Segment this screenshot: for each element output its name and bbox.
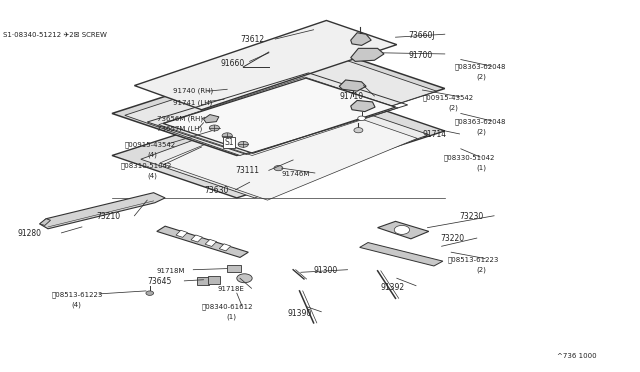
Polygon shape: [125, 51, 436, 155]
Text: 73656M (RH): 73656M (RH): [157, 116, 203, 122]
Polygon shape: [141, 96, 429, 198]
Text: 73660J: 73660J: [408, 31, 435, 40]
Text: ^736 1000: ^736 1000: [557, 353, 596, 359]
Text: 91714: 91714: [422, 130, 447, 139]
Text: 73230: 73230: [460, 212, 484, 221]
Text: (1): (1): [226, 314, 236, 320]
Circle shape: [222, 133, 232, 139]
Polygon shape: [134, 20, 397, 110]
Bar: [205, 240, 216, 246]
Text: 91390: 91390: [288, 309, 312, 318]
Text: 73657M (LH): 73657M (LH): [157, 126, 202, 132]
Polygon shape: [351, 48, 384, 61]
Text: Ⓝ08330-51042: Ⓝ08330-51042: [444, 155, 495, 161]
Text: (2): (2): [477, 74, 486, 80]
Text: (2): (2): [477, 266, 486, 273]
Text: S1: S1: [225, 138, 234, 147]
Text: 73220: 73220: [440, 234, 465, 243]
Text: 91700: 91700: [408, 51, 433, 60]
Text: (4): (4): [72, 302, 81, 308]
Text: Ⓝ08363-62048: Ⓝ08363-62048: [454, 119, 506, 125]
Text: 73111: 73111: [236, 166, 260, 175]
Text: Ⓝ08363-62048: Ⓝ08363-62048: [454, 64, 506, 70]
Polygon shape: [378, 221, 429, 239]
Text: (4): (4): [147, 152, 157, 158]
Text: 91718M: 91718M: [157, 268, 186, 274]
Circle shape: [238, 141, 248, 147]
Polygon shape: [351, 33, 371, 45]
Circle shape: [209, 125, 220, 131]
Polygon shape: [160, 101, 417, 200]
Text: Ⓜ00915-43542: Ⓜ00915-43542: [125, 141, 176, 148]
Text: (2): (2): [448, 105, 458, 111]
Circle shape: [354, 128, 363, 133]
Text: Ⓝ08513-61223: Ⓝ08513-61223: [51, 292, 102, 298]
Text: 91746M: 91746M: [282, 171, 310, 177]
Text: 91660: 91660: [221, 59, 245, 68]
Text: 91280: 91280: [18, 229, 42, 238]
Polygon shape: [112, 89, 445, 198]
Bar: [197, 277, 209, 285]
Text: Ⓜ00915-43542: Ⓜ00915-43542: [422, 94, 474, 101]
Polygon shape: [204, 115, 219, 123]
Polygon shape: [40, 193, 165, 229]
Text: Ⓝ08310-51042: Ⓝ08310-51042: [120, 162, 172, 169]
Circle shape: [237, 274, 252, 283]
Polygon shape: [112, 46, 445, 155]
Text: 73612: 73612: [240, 35, 264, 44]
Polygon shape: [351, 100, 375, 112]
Bar: [176, 230, 188, 237]
Bar: [227, 265, 241, 272]
Text: Ⓝ08513-61223: Ⓝ08513-61223: [448, 256, 499, 263]
Text: (4): (4): [147, 173, 157, 179]
Circle shape: [358, 116, 365, 121]
Text: 73630: 73630: [205, 186, 229, 195]
Text: 91740 (RH): 91740 (RH): [173, 88, 213, 94]
Text: 73645: 73645: [147, 278, 172, 286]
Bar: [220, 244, 230, 251]
Polygon shape: [360, 243, 443, 266]
Text: S1·08340-51212 ✈2✉ SCREW: S1·08340-51212 ✈2✉ SCREW: [3, 32, 107, 38]
Text: 91710: 91710: [339, 92, 364, 101]
Polygon shape: [339, 80, 366, 91]
Polygon shape: [40, 219, 51, 225]
Text: 91392: 91392: [381, 283, 405, 292]
Bar: [208, 276, 220, 284]
Circle shape: [146, 291, 154, 295]
Text: (2): (2): [477, 129, 486, 135]
Circle shape: [274, 166, 283, 171]
Text: 91300: 91300: [314, 266, 338, 275]
Bar: [191, 235, 202, 242]
Circle shape: [394, 225, 410, 234]
Polygon shape: [157, 226, 248, 257]
Polygon shape: [163, 78, 396, 153]
Text: 73210: 73210: [96, 212, 120, 221]
Text: (1): (1): [477, 165, 487, 171]
Text: Ⓝ08340-61612: Ⓝ08340-61612: [202, 304, 253, 310]
Text: 91741 (LH): 91741 (LH): [173, 99, 212, 106]
Text: 91718E: 91718E: [218, 286, 244, 292]
